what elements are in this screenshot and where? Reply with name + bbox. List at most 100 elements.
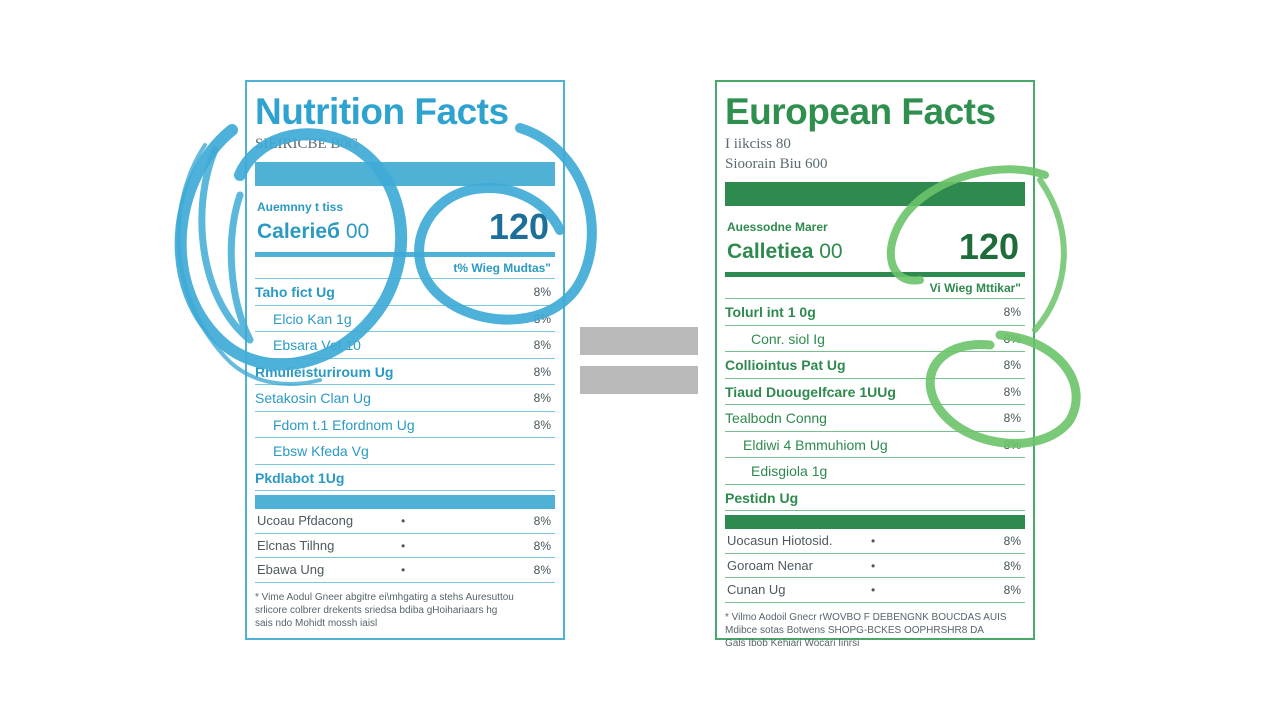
eu-vitamin-pct: 8%: [1003, 534, 1021, 548]
us-nutrient-row: Pkdlabot 1Ug: [255, 465, 555, 491]
us-nutrient-pct: 8%: [533, 285, 551, 299]
us-calories-small: 00: [345, 220, 370, 243]
us-nutrient-name: Ebsara Vet 10: [273, 337, 361, 353]
us-nutrient-pct: 8%: [533, 311, 551, 326]
eu-nutrient-name: Pestidn Ug: [725, 489, 799, 506]
eu-nutrient-row: Eldiwi 4 Bmmuhiom Ug 8%: [725, 432, 1025, 458]
eu-vitamin-divider: [725, 515, 1025, 529]
eu-vitamin-dot: •: [871, 534, 876, 548]
eu-serving-line-1: I iikciss 80: [725, 136, 791, 152]
eu-nutrient-name: Eldiwi 4 Bmmuhiom Ug: [743, 436, 888, 453]
us-nutrient-row: Ebsw Kfeda Vg: [255, 438, 555, 465]
eu-nutrient-name: Edisgiola 1g: [751, 463, 828, 479]
eu-footnote-line: * Vilmo Aodoil Gnecr rWOVBO F DEBENGNK B…: [725, 611, 1007, 623]
us-nutrient-name: Fdom t.1 Efordnom Ug: [273, 416, 415, 433]
us-vitamin-pct: 8%: [533, 514, 551, 528]
eu-vitamin-name: Goroam Nenar: [727, 557, 813, 573]
eu-vitamin-dot: •: [871, 558, 876, 573]
eu-nutrient-name: Conr. siol Ig: [751, 330, 825, 347]
us-vitamin-row: Ucoau Pfdacong • 8%: [255, 509, 555, 534]
eu-vitamin-name: Cunan Ug: [727, 582, 786, 597]
us-calories-value: 120: [488, 206, 549, 247]
us-nutrient-row: Fdom t.1 Efordnom Ug 8%: [255, 412, 555, 438]
eu-nutrient-pct: 8%: [1003, 331, 1021, 346]
us-nutrient-pct: 8%: [533, 391, 551, 405]
green-circle-mark-right: [1032, 177, 1067, 333]
us-vitamin-divider: [255, 495, 555, 509]
us-vitamin-name: Ebawa Ung: [257, 562, 325, 577]
eu-daily-value-header: Vi Wieg Mttikar": [725, 277, 1025, 299]
eu-vitamin-row: Cunan Ug • 8%: [725, 578, 1025, 603]
eu-footnote-line: Gals Ibob Kehiari Wocari Iinrsi: [725, 637, 860, 649]
eu-nutrient-row: Tolurl int 1 0g 8%: [725, 299, 1025, 326]
eu-calories-label: Calletiea 00: [727, 240, 843, 264]
eu-nutrient-row: Colliointus Pat Ug 8%: [725, 352, 1025, 379]
us-calories-section: Auemnny t tiss Calerieб 00 120: [255, 192, 555, 252]
us-nutrient-row: Taho fict Ug 8%: [255, 279, 555, 306]
us-vitamin-name: Elcnas Tilhng: [257, 537, 335, 553]
eu-thick-divider: [725, 182, 1025, 206]
us-vitamin-name: Ucoau Pfdacong: [257, 513, 354, 528]
eu-nutrient-row: Conr. siol Ig 8%: [725, 326, 1025, 352]
eu-calories-section: Auessodne Marer Calletiea 00 120: [725, 212, 1025, 272]
us-nutrient-pct: 8%: [533, 338, 551, 352]
us-nutrient-name: Pkdlabot 1Ug: [255, 469, 345, 486]
eu-vitamin-name: Uocasun Hiotosid.: [727, 533, 833, 548]
us-nutrient-row: Elcio Kan 1g 8%: [255, 306, 555, 332]
us-nutrient-name: Elcio Kan 1g: [273, 310, 352, 327]
us-label-title: Nutrition Facts: [255, 91, 509, 132]
us-footnote: * Vime Aodul Gneer abgitre ei\mhgatirg a…: [255, 591, 555, 630]
eu-calories-small: 00: [819, 240, 843, 263]
eu-vitamin-pct: 8%: [1003, 583, 1021, 597]
eu-nutrient-pct: 8%: [1003, 437, 1021, 452]
equals-sign-bottom-bar: [580, 366, 698, 394]
us-amount-per-serving: Auemnny t tiss: [257, 200, 344, 214]
eu-nutrient-name: Tolurl int 1 0g: [725, 304, 816, 320]
equals-sign-top-bar: [580, 327, 698, 355]
us-vitamin-dot: •: [401, 563, 406, 577]
us-nutrient-name: Setakosin Clan Ug: [255, 390, 371, 406]
us-nutrient-row: Setakosin Clan Ug 8%: [255, 385, 555, 412]
eu-vitamin-pct: 8%: [1003, 558, 1021, 573]
eu-nutrient-row: Edisgiola 1g: [725, 458, 1025, 485]
eu-nutrition-label: European Facts I iikciss 80 Sioorain Biu…: [715, 80, 1035, 649]
us-vitamin-dot: •: [401, 514, 406, 528]
us-vitamin-row: Elcnas Tilhng • 8%: [255, 534, 555, 558]
eu-calories-text: Calletiea: [727, 240, 814, 263]
blue-circle-mark-inner: [198, 146, 254, 344]
eu-serving-line-2: Sioorain Biu 600: [725, 156, 828, 172]
us-serving-line-2: SIEIRICBE B0G: [255, 136, 359, 152]
us-nutrient-row: Ebsara Vet 10 8%: [255, 332, 555, 359]
eu-vitamin-row: Goroam Nenar • 8%: [725, 554, 1025, 578]
us-vitamin-pct: 8%: [533, 563, 551, 577]
us-nutrient-pct: 8%: [533, 417, 551, 432]
eu-calories-value: 120: [958, 226, 1019, 267]
eu-amount-per-serving: Auessodne Marer: [727, 220, 828, 234]
us-thick-divider: [255, 162, 555, 186]
eu-footnote-line: Mdibce sotas Botwens SHOPG-BCKES OOPHRSH…: [725, 624, 984, 636]
us-footnote-line: sais ndo Mohidt mossh iaisl: [255, 617, 378, 629]
us-calories-text: Calerieб: [257, 220, 341, 243]
us-vitamin-pct: 8%: [533, 538, 551, 553]
eu-nutrient-name: Tealbodn Conng: [725, 410, 827, 426]
eu-nutrient-name: Colliointus Pat Ug: [725, 357, 846, 373]
eu-vitamin-dot: •: [871, 583, 876, 597]
us-nutrient-name: Taho fict Ug: [255, 284, 335, 300]
us-nutrition-label: Nutrition Facts SIEIRICBE B0G Auemnny t …: [245, 80, 565, 640]
eu-medium-divider: [725, 272, 1025, 277]
us-nutrient-name: Ebsw Kfeda Vg: [273, 443, 369, 459]
us-nutrient-row: Rmulieisturiroum Ug 8%: [255, 359, 555, 385]
us-nutrient-name: Rmulieisturiroum Ug: [255, 363, 394, 380]
us-footnote-line: srlicore colbrer drekents sriedsa bdiba …: [255, 604, 498, 616]
us-calories-label: Calerieб 00: [257, 220, 369, 244]
eu-nutrient-pct: 8%: [1003, 384, 1021, 399]
eu-nutrient-row: Pestidn Ug: [725, 485, 1025, 511]
us-nutrient-pct: 8%: [533, 364, 551, 379]
us-vitamin-row: Ebawa Ung • 8%: [255, 558, 555, 583]
eu-nutrient-row: Tiaud Duougelfcare 1UUg 8%: [725, 379, 1025, 405]
eu-nutrient-pct: 8%: [1003, 305, 1021, 319]
us-vitamin-dot: •: [401, 538, 406, 553]
us-daily-value-header: t% Wieg Mudtas": [255, 257, 555, 279]
us-footnote-line: * Vime Aodul Gneer abgitre ei\mhgatirg a…: [255, 591, 514, 603]
